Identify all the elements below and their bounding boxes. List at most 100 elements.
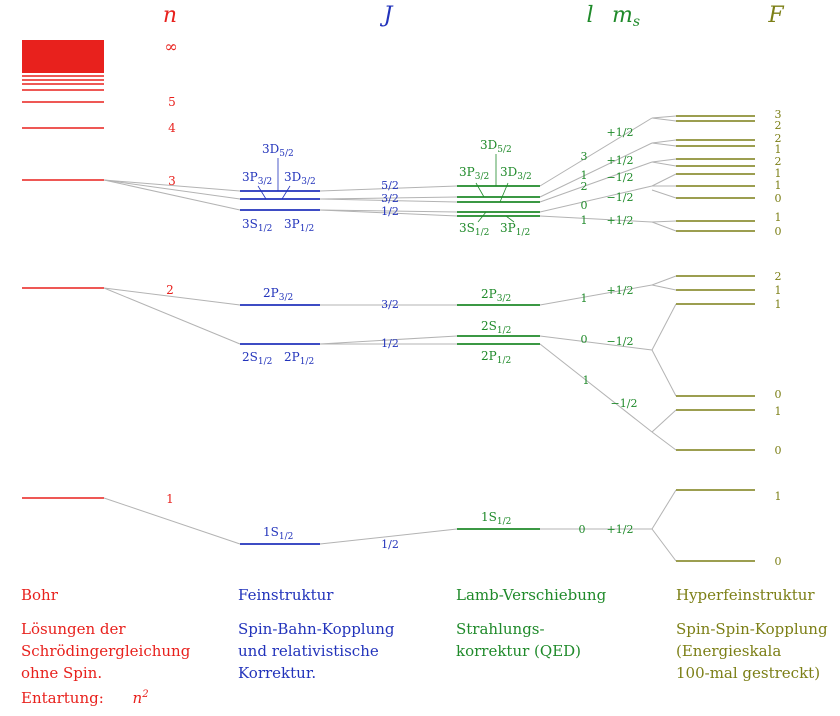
caption-bohr-title: Bohr (21, 586, 58, 604)
caption-bohr-line: ohne Spin. (21, 664, 103, 682)
lamb-levels (457, 185, 540, 530)
n-label-3: 3 (168, 174, 176, 188)
lamb-term-3d32: 3D3/2 (500, 165, 532, 182)
fine-term-2p32: 2P3/2 (263, 286, 293, 303)
ms-label-n3-p2: +1/2 (607, 154, 634, 167)
n-label-4: 4 (168, 121, 176, 135)
lamb-term-3s12: 3S1/2 (459, 221, 489, 238)
fine-term-2p12: 2P1/2 (284, 350, 314, 367)
bohr-levels (22, 40, 104, 499)
caption-fine-line: Spin-Bahn-Kopplung (238, 620, 395, 638)
fine-term-3p12: 3P1/2 (284, 217, 314, 234)
f-label: 2 (775, 119, 782, 132)
caption-lamb-line: Strahlungs- (456, 620, 545, 638)
f-label: 0 (775, 555, 782, 568)
fine-label-leaders (257, 158, 291, 200)
ms-label-n2-p: +1/2 (607, 284, 634, 297)
caption-bohr-degeneracy: n2 (132, 689, 149, 707)
l-label-n2-0: 0 (581, 333, 588, 346)
bohr-continuum-block (22, 40, 104, 73)
ms-label-n3-p1: +1/2 (607, 126, 634, 139)
f-label: 1 (775, 405, 782, 418)
f-label: 0 (775, 388, 782, 401)
caption-lamb-title: Lamb-Verschiebung (456, 586, 607, 604)
ms-label-n2-m: −1/2 (607, 335, 634, 348)
caption-lamb: Lamb-Verschiebung Strahlungs- korrektur … (456, 584, 606, 662)
n-label-5: 5 (168, 95, 176, 109)
l-label-n2-1: 1 (581, 292, 588, 305)
f-label: 0 (775, 192, 782, 205)
caption-fine-line: und relativistische (238, 642, 379, 660)
fine-term-3s12: 3S1/2 (242, 217, 272, 234)
lamb-term-3d52: 3D5/2 (480, 138, 512, 155)
fine-term-2s12: 2S1/2 (242, 350, 272, 367)
f-label: 1 (775, 179, 782, 192)
f-label: 1 (775, 167, 782, 180)
header-ms: ms (612, 3, 640, 30)
j-label-n2-12: 1/2 (381, 337, 399, 350)
caption-bohr-line: Lösungen der (21, 620, 126, 638)
f-label: 1 (775, 298, 782, 311)
caption-bohr-line: Schrödingergleichung (21, 642, 191, 660)
l-label-n3-3: 3 (581, 150, 588, 163)
n-label-1: 1 (166, 492, 174, 506)
fine-term-3d52: 3D5/2 (262, 142, 294, 159)
header-n: n (163, 3, 177, 28)
f-label: 2 (775, 155, 782, 168)
bohr-n-labels: ∞ 5 4 3 2 1 (164, 37, 177, 506)
caption-hyper-line: (Energieskala (676, 642, 782, 660)
fine-term-3d32: 3D3/2 (284, 170, 316, 187)
header-l: l (586, 3, 593, 28)
f-label: 2 (775, 270, 782, 283)
j-label-n2-32: 3/2 (381, 298, 399, 311)
caption-fine: Feinstruktur Spin-Bahn-Kopplung und rela… (238, 584, 395, 684)
l-label-n3-2: 2 (581, 180, 588, 193)
ms-label-n3-m1: −1/2 (607, 171, 634, 184)
column-headers: n J l ms F (163, 3, 784, 30)
fine-levels (240, 190, 320, 545)
fine-term-1s12: 1S1/2 (263, 525, 293, 542)
j-label-n3-32: 3/2 (381, 192, 399, 205)
l-label-n1-0: 0 (579, 523, 586, 536)
caption-hyper-line: 100-mal gestreckt) (676, 664, 821, 682)
caption-bohr-line: Entartung: n2 (21, 684, 190, 709)
ms-label-n3-m2: −1/2 (607, 191, 634, 204)
lamb-term-3p12: 3P1/2 (500, 221, 530, 238)
caption-hyper: Hyperfeinstruktur Spin-Spin-Kopplung (En… (676, 584, 828, 684)
l-label-n3-0: 0 (581, 199, 588, 212)
n-label-2: 2 (166, 283, 174, 297)
f-label: 2 (775, 132, 782, 145)
fine-term-3p32: 3P3/2 (242, 170, 272, 187)
l-label-n3-1b: 1 (581, 214, 588, 227)
l-label-n2-1b: 1 (583, 374, 590, 387)
f-label: 0 (775, 444, 782, 457)
lamb-term-labels: 3D5/2 3P3/2 3D3/2 3S1/2 3P1/2 2P3/2 2S1/… (459, 138, 532, 527)
ms-labels: +1/2 +1/2 −1/2 −1/2 +1/2 +1/2 −1/2 −1/2 … (607, 126, 638, 536)
caption-bohr-degeneracy-label: Entartung: (21, 689, 104, 707)
f-label: 0 (775, 225, 782, 238)
ms-label-n2-m2: −1/2 (611, 397, 638, 410)
j-label-n1-12: 1/2 (381, 538, 399, 551)
l-labels: 3 1 2 0 1 1 0 1 0 (579, 150, 590, 536)
caption-bohr: Bohr Lösungen der Schrödingergleichung o… (21, 584, 190, 709)
ms-label-n1-p: +1/2 (607, 523, 634, 536)
lamb-term-1s12: 1S1/2 (481, 510, 511, 527)
lamb-label-leaders (475, 154, 515, 223)
caption-fine-line: Korrektur. (238, 664, 317, 682)
caption-hyper-line: Spin-Spin-Kopplung (676, 620, 828, 638)
connector-lines (103, 115, 677, 562)
f-label: 1 (775, 143, 782, 156)
f-label: 1 (775, 284, 782, 297)
f-label: 1 (775, 211, 782, 224)
j-label-n3-52: 5/2 (381, 179, 399, 192)
caption-lamb-line: korrektur (QED) (456, 642, 582, 660)
header-j: J (380, 3, 394, 28)
lamb-term-2p12: 2P1/2 (481, 349, 511, 366)
caption-fine-title: Feinstruktur (238, 586, 334, 604)
f-labels: 3 2 2 1 2 1 1 0 1 0 2 1 1 0 1 0 1 0 (775, 108, 782, 568)
f-label: 1 (775, 490, 782, 503)
f-label: 3 (775, 108, 782, 121)
ms-label-n3-p3: +1/2 (607, 214, 634, 227)
lamb-term-2s12: 2S1/2 (481, 319, 511, 336)
